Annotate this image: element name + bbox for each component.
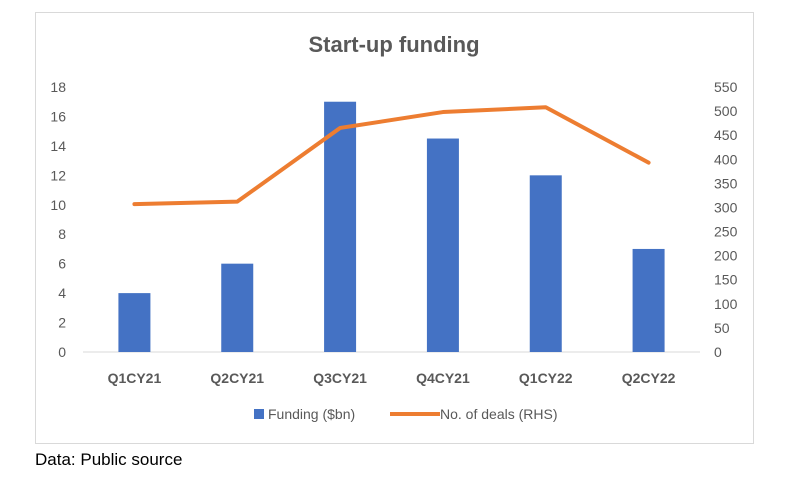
category-label: Q2CY21 bbox=[210, 370, 264, 386]
source-note: Data: Public source bbox=[35, 450, 183, 469]
category-labels: Q1CY21 Q2CY21 Q3CY21 Q4CY21 Q1CY22 Q2CY22 bbox=[108, 370, 676, 386]
funding-bar bbox=[118, 293, 151, 352]
legend-label-funding: Funding ($bn) bbox=[268, 406, 355, 422]
funding-bar bbox=[632, 248, 665, 352]
right-tick-label: 250 bbox=[714, 224, 738, 240]
right-axis-ticks: 0 50 100 150 200 250 300 350 400 450 500 550 bbox=[714, 79, 738, 360]
right-tick-label: 50 bbox=[714, 320, 730, 336]
right-tick-label: 450 bbox=[714, 127, 738, 143]
left-tick-label: 14 bbox=[50, 138, 66, 154]
right-tick-label: 350 bbox=[714, 175, 738, 191]
left-tick-label: 10 bbox=[50, 197, 66, 213]
funding-bar bbox=[221, 263, 254, 352]
right-tick-label: 200 bbox=[714, 248, 738, 264]
left-tick-label: 12 bbox=[50, 167, 66, 183]
deals-line bbox=[132, 105, 651, 207]
left-tick-label: 8 bbox=[58, 226, 66, 242]
category-label: Q1CY22 bbox=[519, 370, 573, 386]
chart-area bbox=[35, 12, 754, 444]
deals-line-series bbox=[132, 105, 651, 207]
left-tick-label: 16 bbox=[50, 108, 66, 124]
chart-title: Start-up funding bbox=[308, 32, 480, 57]
funding-bar bbox=[529, 175, 562, 352]
funding-bar bbox=[324, 101, 357, 352]
right-tick-label: 0 bbox=[714, 344, 722, 360]
right-tick-label: 400 bbox=[714, 151, 738, 167]
left-axis-ticks: 0 2 4 6 8 10 12 14 16 18 bbox=[50, 79, 66, 360]
category-label: Q2CY22 bbox=[622, 370, 676, 386]
legend: Funding ($bn) No. of deals (RHS) bbox=[254, 406, 557, 422]
right-tick-label: 300 bbox=[714, 199, 738, 215]
left-tick-label: 6 bbox=[58, 256, 66, 272]
left-tick-label: 0 bbox=[58, 344, 66, 360]
funding-bars bbox=[118, 101, 665, 352]
funding-bar bbox=[426, 138, 459, 352]
legend-label-deals: No. of deals (RHS) bbox=[440, 406, 557, 422]
left-tick-label: 4 bbox=[58, 285, 66, 301]
right-tick-label: 500 bbox=[714, 103, 738, 119]
category-label: Q1CY21 bbox=[108, 370, 162, 386]
right-tick-label: 150 bbox=[714, 272, 738, 288]
category-label: Q4CY21 bbox=[416, 370, 470, 386]
right-tick-label: 100 bbox=[714, 296, 738, 312]
legend-swatch-funding bbox=[254, 409, 264, 419]
left-tick-label: 2 bbox=[58, 315, 66, 331]
category-label: Q3CY21 bbox=[313, 370, 367, 386]
left-tick-label: 18 bbox=[50, 79, 66, 95]
right-tick-label: 550 bbox=[714, 79, 738, 95]
